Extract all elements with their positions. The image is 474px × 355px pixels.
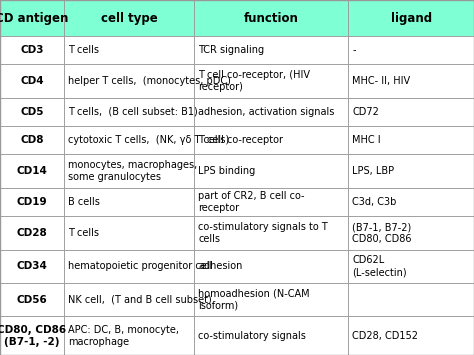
Bar (0, 0, 64, 36)
Bar (194, 283, 348, 316)
Text: B cells: B cells (68, 197, 100, 207)
Bar (64, 36, 194, 64)
Text: co-stimulatory signals: co-stimulatory signals (198, 331, 306, 341)
Text: T cells: T cells (68, 228, 99, 238)
Bar (0, 283, 64, 316)
Text: cytotoxic T cells,  (NK, γδ T cells): cytotoxic T cells, (NK, γδ T cells) (68, 135, 229, 145)
Bar (194, 64, 348, 98)
Text: cell type: cell type (101, 11, 157, 24)
Bar (194, 316, 348, 355)
Bar (0, 216, 64, 250)
Bar (0, 64, 64, 98)
Text: homoadhesion (N-CAM
isoform): homoadhesion (N-CAM isoform) (198, 289, 310, 311)
Text: MHC- II, HIV: MHC- II, HIV (352, 76, 410, 86)
Bar (194, 154, 348, 188)
Text: (B7-1, B7-2)
CD80, CD86: (B7-1, B7-2) CD80, CD86 (352, 222, 412, 244)
Text: -: - (352, 45, 356, 55)
Bar (194, 216, 348, 250)
Bar (64, 126, 194, 154)
Bar (348, 126, 474, 154)
Bar (348, 154, 474, 188)
Text: CD8: CD8 (20, 135, 44, 145)
Text: CD14: CD14 (17, 166, 47, 176)
Text: function: function (244, 11, 299, 24)
Bar (64, 64, 194, 98)
Bar (64, 283, 194, 316)
Text: MHC I: MHC I (352, 135, 381, 145)
Bar (194, 188, 348, 216)
Bar (348, 250, 474, 283)
Text: CD56: CD56 (17, 295, 47, 305)
Bar (194, 126, 348, 154)
Text: adhesion, activation signals: adhesion, activation signals (198, 107, 335, 117)
Text: LPS binding: LPS binding (198, 166, 255, 176)
Bar (194, 250, 348, 283)
Text: CD72: CD72 (352, 107, 379, 117)
Text: CD28, CD152: CD28, CD152 (352, 331, 419, 341)
Text: TCR signaling: TCR signaling (198, 45, 264, 55)
Bar (348, 0, 474, 36)
Bar (348, 316, 474, 355)
Bar (0, 316, 64, 355)
Text: CD34: CD34 (17, 261, 47, 271)
Text: C3d, C3b: C3d, C3b (352, 197, 397, 207)
Text: hematopoietic progenitor cell: hematopoietic progenitor cell (68, 261, 212, 271)
Text: monocytes, macrophages,
some granulocytes: monocytes, macrophages, some granulocyte… (68, 160, 197, 182)
Bar (0, 154, 64, 188)
Text: CD antigen: CD antigen (0, 11, 69, 24)
Bar (64, 98, 194, 126)
Text: co-stimulatory signals to T
cells: co-stimulatory signals to T cells (198, 222, 328, 244)
Text: T cell co-receptor: T cell co-receptor (198, 135, 283, 145)
Bar (64, 188, 194, 216)
Bar (64, 250, 194, 283)
Text: CD19: CD19 (17, 197, 47, 207)
Bar (64, 316, 194, 355)
Bar (194, 0, 348, 36)
Bar (348, 188, 474, 216)
Text: ligand: ligand (391, 11, 432, 24)
Text: part of CR2, B cell co-
receptor: part of CR2, B cell co- receptor (198, 191, 305, 213)
Text: CD5: CD5 (20, 107, 44, 117)
Text: CD4: CD4 (20, 76, 44, 86)
Text: adhesion: adhesion (198, 261, 243, 271)
Bar (348, 36, 474, 64)
Bar (0, 188, 64, 216)
Text: CD62L
(L-selectin): CD62L (L-selectin) (352, 256, 407, 277)
Bar (348, 98, 474, 126)
Text: T cell co-receptor, (HIV
receptor): T cell co-receptor, (HIV receptor) (198, 70, 310, 92)
Text: CD3: CD3 (20, 45, 44, 55)
Bar (0, 126, 64, 154)
Text: LPS, LBP: LPS, LBP (352, 166, 394, 176)
Bar (0, 250, 64, 283)
Text: T cells: T cells (68, 45, 99, 55)
Text: CD80, CD86
(B7-1, -2): CD80, CD86 (B7-1, -2) (0, 325, 66, 346)
Text: APC: DC, B, monocyte,
macrophage: APC: DC, B, monocyte, macrophage (68, 325, 179, 346)
Bar (348, 216, 474, 250)
Bar (64, 216, 194, 250)
Bar (194, 98, 348, 126)
Bar (64, 154, 194, 188)
Text: NK cell,  (T and B cell subset): NK cell, (T and B cell subset) (68, 295, 212, 305)
Bar (348, 64, 474, 98)
Bar (0, 36, 64, 64)
Bar (348, 283, 474, 316)
Text: T cells,  (B cell subset: B1): T cells, (B cell subset: B1) (68, 107, 198, 117)
Text: helper T cells,  (monocytes, pDC): helper T cells, (monocytes, pDC) (68, 76, 231, 86)
Bar (194, 36, 348, 64)
Bar (64, 0, 194, 36)
Bar (0, 98, 64, 126)
Text: CD28: CD28 (17, 228, 47, 238)
